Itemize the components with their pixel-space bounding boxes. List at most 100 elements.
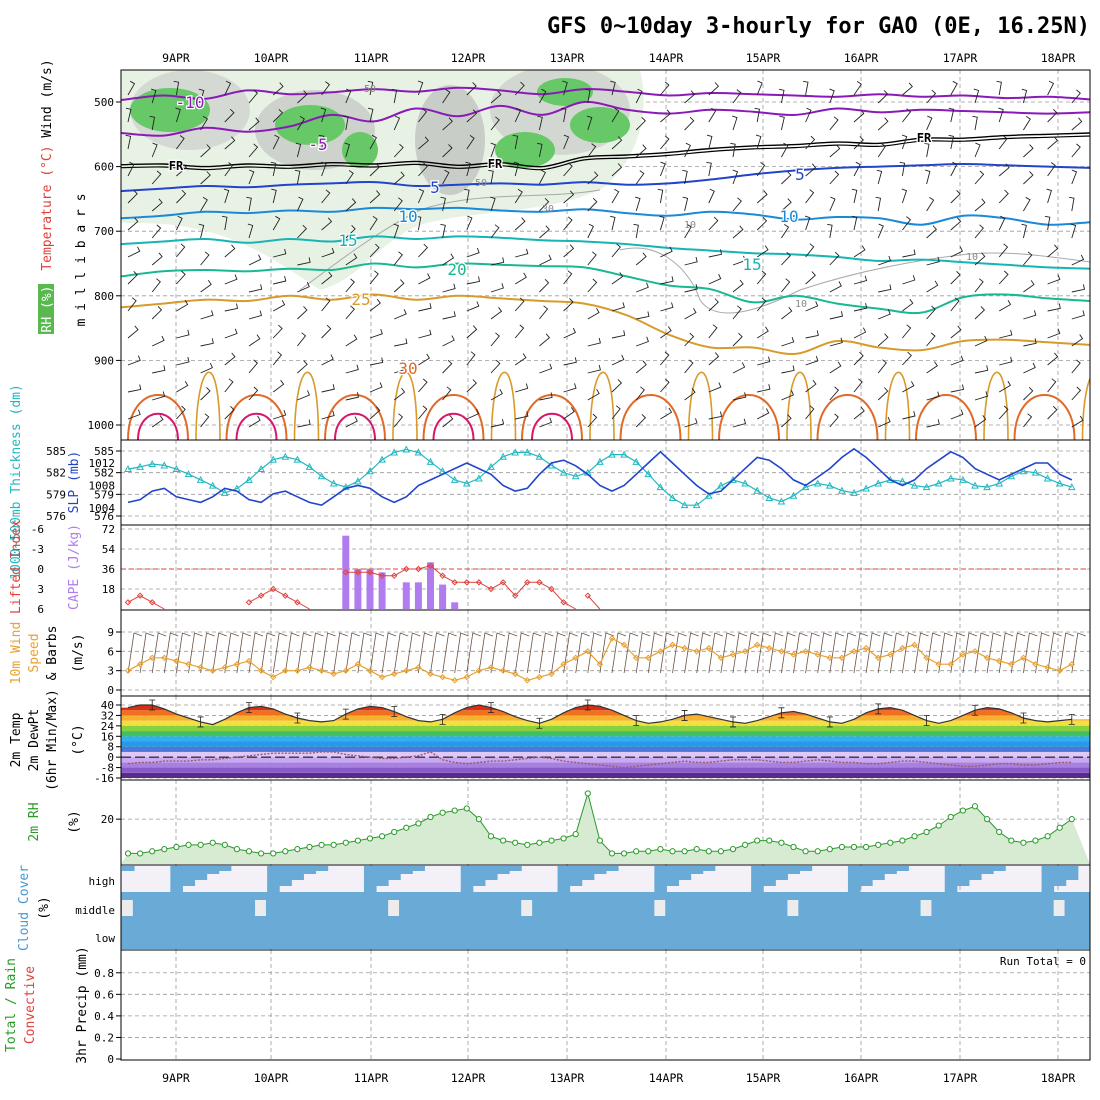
wind-barb xyxy=(176,299,189,312)
thickness-point xyxy=(257,465,265,473)
lifted-index-point xyxy=(536,579,543,586)
wind-barb xyxy=(563,216,573,231)
wind-speed-point xyxy=(136,661,144,668)
wind-barb xyxy=(200,280,212,293)
wind-barb xyxy=(950,217,962,231)
wind-barb xyxy=(611,272,624,285)
thickness-point xyxy=(160,461,169,469)
wind-barb xyxy=(490,283,504,293)
wind-barb xyxy=(514,188,523,204)
wind-speed-point xyxy=(511,670,519,678)
rh-point xyxy=(863,843,870,851)
wind-barb xyxy=(611,330,626,339)
wind-barb xyxy=(974,170,985,185)
thickness-point xyxy=(571,472,580,480)
wind-barb xyxy=(696,632,711,674)
wind-barb xyxy=(732,332,743,347)
wind-barb xyxy=(853,327,867,339)
axis-label: (m/s) xyxy=(71,633,86,672)
wind-barb xyxy=(1010,632,1026,674)
wind-barb xyxy=(563,270,573,285)
wind-barb xyxy=(442,89,451,104)
contour-label: -5 xyxy=(308,135,327,154)
wind-barb xyxy=(974,632,990,674)
wind-barb xyxy=(1071,415,1084,428)
pressure-tick-label: 500 xyxy=(94,96,114,109)
wind-barb xyxy=(708,188,715,204)
wind-barb xyxy=(248,310,263,320)
rh-point xyxy=(500,837,507,844)
wind-barb xyxy=(369,298,381,312)
wind-barb xyxy=(998,632,1014,674)
wind-barb xyxy=(418,108,428,123)
wind-speed-point xyxy=(209,667,216,674)
rh-point xyxy=(826,846,833,853)
wind-barb xyxy=(1070,223,1077,239)
wind-barb xyxy=(466,109,478,123)
wind-speed-point xyxy=(354,661,362,668)
rh-point xyxy=(185,841,192,848)
wind-barb xyxy=(127,270,138,285)
wind-barb xyxy=(512,134,519,150)
rh-point xyxy=(850,843,858,851)
lifted-index-point xyxy=(294,599,301,606)
wind-barb xyxy=(660,276,674,285)
temperature-tick-label: -16 xyxy=(94,772,114,785)
wind-speed-point xyxy=(233,661,241,668)
thickness-point xyxy=(874,479,883,487)
cloud-high-bar xyxy=(557,866,571,892)
date-label-top: 17APR xyxy=(943,51,978,65)
wind-barb xyxy=(660,326,672,339)
wind-barb xyxy=(853,632,869,674)
wind-barb xyxy=(539,225,550,239)
wind-barb xyxy=(1023,196,1031,212)
wind-barb xyxy=(321,410,335,420)
wind-barb xyxy=(297,90,308,104)
rh-point xyxy=(330,841,337,848)
wind-barb xyxy=(829,196,836,212)
wind-barb xyxy=(466,82,477,96)
wind-barb xyxy=(902,249,916,258)
wind-barb xyxy=(853,136,864,150)
wind-barb xyxy=(369,243,380,258)
wind-barb xyxy=(393,413,404,428)
axis-label: RH (%) xyxy=(40,286,55,333)
wind-barb xyxy=(224,378,234,393)
thickness-point xyxy=(741,479,749,487)
wind-barb xyxy=(149,115,156,131)
temperature-band xyxy=(121,731,1090,737)
wind-barb xyxy=(732,279,744,293)
wind-barb xyxy=(708,324,718,339)
wind-barb xyxy=(418,303,432,312)
lifted-index-point xyxy=(548,585,555,593)
thickness-point xyxy=(487,462,495,470)
wind-barb xyxy=(974,306,986,320)
wind-barb xyxy=(490,418,505,428)
wind-barb xyxy=(998,270,1009,285)
wind-barb xyxy=(587,223,594,239)
wind-barb xyxy=(222,215,228,231)
thickness-tick-label: 576 xyxy=(94,510,114,523)
contour-label: FR xyxy=(488,157,503,171)
wind-barb xyxy=(587,388,600,401)
wind-barb xyxy=(454,632,469,674)
cloud-high-bar xyxy=(751,866,764,892)
wind-barb xyxy=(684,90,696,104)
wind-barb xyxy=(369,190,381,204)
wind-barb xyxy=(200,196,208,212)
cape-bar xyxy=(451,602,459,609)
wind-speed-point xyxy=(911,641,918,649)
wind-barb xyxy=(224,136,236,150)
thickness-point xyxy=(596,457,604,465)
wind-barb xyxy=(756,162,766,177)
thickness-point xyxy=(862,484,870,492)
cloud-high-bar xyxy=(860,866,873,886)
wind-speed-point xyxy=(596,661,604,668)
date-label-top: 16APR xyxy=(844,51,879,65)
temperature-contour xyxy=(1081,376,1090,440)
wind-barb xyxy=(732,169,739,185)
wind-barb xyxy=(1035,632,1050,674)
wind-barb xyxy=(1023,386,1034,401)
axis-label: m i l l i b a r s xyxy=(74,193,89,326)
thickness-point xyxy=(983,483,991,491)
